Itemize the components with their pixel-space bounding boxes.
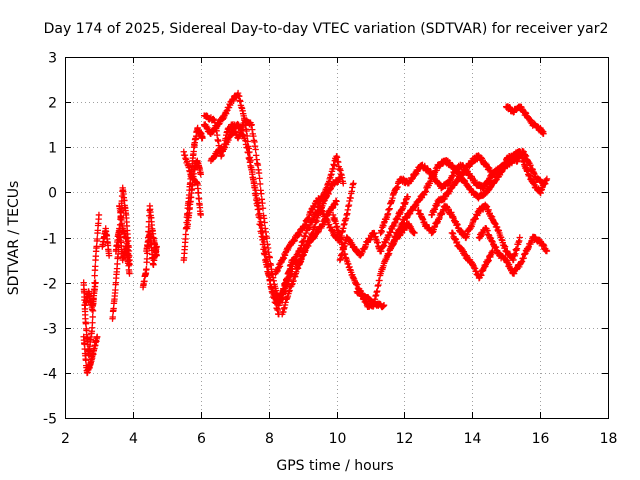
- y-tick-label: 0: [48, 186, 57, 202]
- series-arc-i3: [414, 201, 523, 264]
- data-point: [210, 115, 217, 123]
- data-points: [80, 89, 551, 377]
- series-arc-d2: [143, 229, 160, 268]
- y-tick-label: 2: [48, 96, 57, 112]
- y-tick-label: -4: [43, 367, 57, 383]
- data-point: [543, 175, 551, 183]
- data-point: [516, 148, 523, 155]
- data-point: [261, 219, 268, 226]
- series-arc-e3: [180, 148, 204, 219]
- data-point: [411, 229, 418, 237]
- x-tick-label: 10: [329, 431, 347, 447]
- x-tick-label: 16: [532, 431, 550, 447]
- y-axis-label: SDTVAR / TECUs: [6, 181, 22, 296]
- data-point: [126, 270, 133, 277]
- data-point: [543, 247, 551, 255]
- series-arc-g1: [275, 180, 357, 309]
- x-tick-label: 6: [197, 431, 206, 447]
- x-tick-label: 4: [129, 431, 138, 447]
- data-point: [333, 198, 340, 205]
- series-arc-g3: [272, 153, 347, 277]
- series-arc-h2: [353, 288, 388, 311]
- data-point: [259, 205, 267, 212]
- data-point: [516, 234, 523, 241]
- data-point: [143, 255, 151, 263]
- data-point: [380, 301, 388, 309]
- y-tick-label: -1: [43, 232, 57, 248]
- data-point: [153, 243, 160, 250]
- series-arc-a3: [82, 279, 99, 313]
- x-tick-label: 12: [396, 431, 414, 447]
- series-arc-g2: [279, 197, 340, 318]
- series-arc-a2: [80, 333, 101, 377]
- series-arc-h3: [336, 193, 411, 264]
- data-point: [197, 211, 204, 219]
- series-arc-b1: [99, 225, 113, 259]
- data-point: [203, 112, 210, 119]
- data-point: [199, 135, 206, 142]
- data-point: [252, 146, 259, 153]
- series-arc-i5: [448, 229, 496, 282]
- data-point: [114, 260, 121, 268]
- grid: [65, 57, 608, 418]
- data-point: [94, 333, 101, 340]
- x-tick-label: 14: [464, 431, 482, 447]
- data-point: [91, 272, 98, 279]
- data-point: [126, 261, 133, 268]
- data-point: [350, 180, 357, 187]
- y-tick-label: -3: [43, 322, 57, 338]
- data-point: [197, 171, 204, 178]
- series-arc-i7: [502, 103, 547, 137]
- data-point: [89, 313, 96, 321]
- y-tick-label: -2: [43, 277, 57, 293]
- y-tick-label: -5: [43, 412, 57, 428]
- data-point: [82, 357, 90, 364]
- x-tick-label: 18: [600, 431, 618, 447]
- data-point: [105, 252, 113, 259]
- x-tick-label: 8: [265, 431, 274, 447]
- series-arc-c3: [116, 202, 133, 268]
- data-point: [258, 190, 265, 197]
- data-point: [92, 279, 99, 286]
- axis-ticks: [65, 57, 609, 419]
- data-point: [92, 263, 99, 270]
- chart-title: Day 174 of 2025, Sidereal Day-to-day VTE…: [44, 21, 609, 37]
- data-point: [93, 243, 100, 250]
- x-axis-label: GPS time / hours: [276, 458, 393, 474]
- data-point: [182, 231, 189, 238]
- data-point: [109, 313, 116, 321]
- data-point: [89, 319, 96, 326]
- data-point: [256, 175, 263, 182]
- data-point: [256, 180, 264, 188]
- data-point: [266, 254, 273, 261]
- data-point: [263, 235, 271, 242]
- series-arc-i2: [387, 148, 551, 250]
- data-point: [112, 286, 119, 294]
- data-point: [94, 235, 101, 243]
- data-point: [143, 265, 150, 273]
- data-point: [340, 180, 347, 187]
- series-arc-i4: [428, 148, 523, 219]
- data-point: [249, 168, 256, 176]
- x-tick-label: 2: [61, 431, 70, 447]
- data-point: [95, 211, 103, 219]
- y-tick-label: 1: [48, 141, 57, 157]
- data-point: [404, 193, 411, 201]
- y-tick-label: 3: [48, 51, 57, 67]
- data-point: [195, 189, 202, 196]
- series-arc-i6: [475, 224, 551, 277]
- data-point: [540, 130, 547, 137]
